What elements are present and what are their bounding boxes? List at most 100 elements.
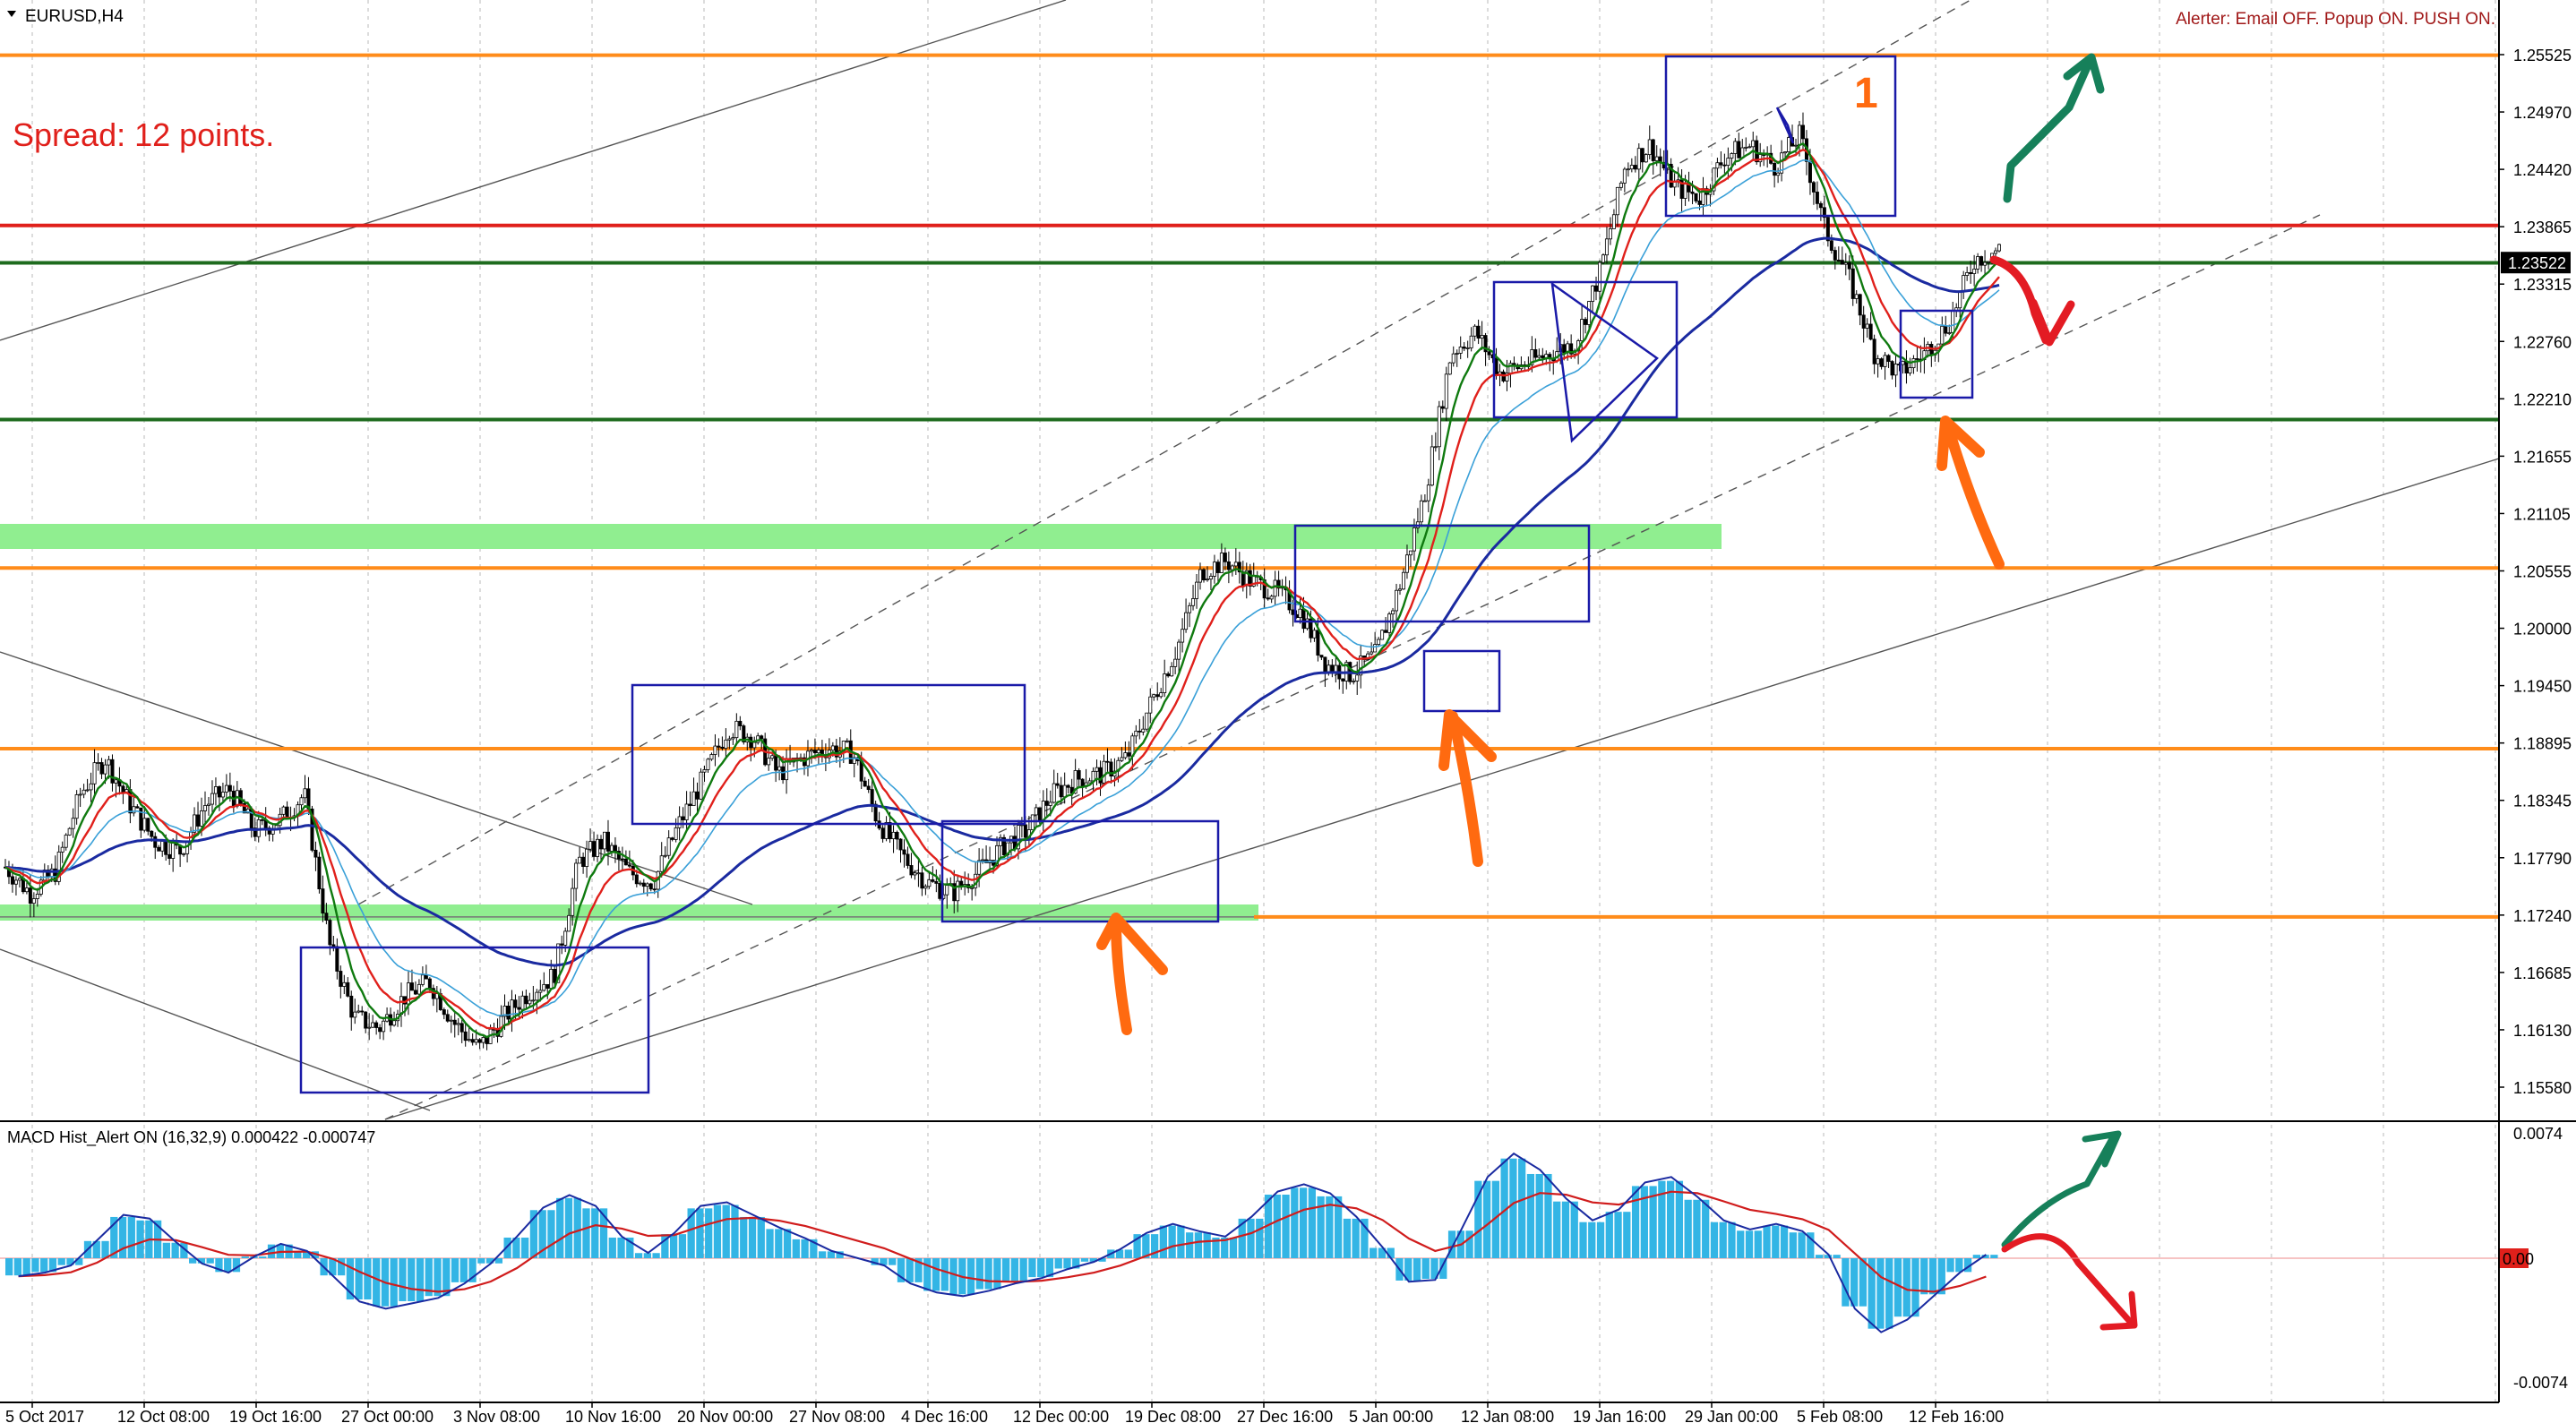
macd-bar bbox=[1990, 1255, 1998, 1258]
candle-body bbox=[1818, 202, 1823, 209]
macd-bar bbox=[1482, 1180, 1491, 1258]
candle-body bbox=[202, 805, 207, 811]
candle-body bbox=[674, 827, 678, 840]
macd-bar bbox=[1955, 1258, 1963, 1273]
candle-body bbox=[1437, 406, 1441, 448]
candle-body bbox=[335, 946, 339, 972]
candle-body bbox=[1604, 238, 1609, 256]
trendline-descending-bottom bbox=[0, 948, 431, 1111]
candle-body bbox=[1944, 325, 1948, 334]
candle-body bbox=[596, 838, 600, 857]
macd-bar bbox=[1605, 1212, 1613, 1258]
candle-body bbox=[328, 920, 332, 946]
candle-body bbox=[467, 1039, 471, 1042]
macd-bar bbox=[1798, 1232, 1806, 1258]
candle-body bbox=[510, 999, 514, 1020]
macd-bar bbox=[451, 1258, 459, 1282]
candle-body bbox=[416, 983, 421, 995]
candle-body bbox=[1629, 165, 1634, 170]
candle-body bbox=[1994, 250, 1998, 254]
candle-body bbox=[1640, 148, 1644, 163]
candle-body bbox=[1840, 260, 1844, 265]
candle-body bbox=[470, 1039, 475, 1043]
candle-body bbox=[812, 750, 817, 754]
candle-body bbox=[1447, 362, 1452, 375]
candle-body bbox=[89, 783, 93, 791]
macd-bar bbox=[1264, 1195, 1273, 1258]
candle-body bbox=[1473, 325, 1477, 337]
annotation-arrows bbox=[1096, 53, 2138, 1331]
macd-bar bbox=[556, 1197, 564, 1258]
candle-body bbox=[1879, 358, 1884, 367]
candle-body bbox=[1465, 347, 1470, 349]
candle-body bbox=[103, 764, 107, 775]
macd-bar bbox=[1763, 1225, 1771, 1258]
candle-body bbox=[652, 888, 657, 891]
candle-body bbox=[623, 858, 628, 866]
candle-body bbox=[1654, 156, 1659, 161]
candle-body bbox=[884, 822, 889, 839]
candle-body bbox=[267, 827, 271, 835]
candle-body bbox=[424, 974, 428, 980]
macd-bar bbox=[1859, 1258, 1868, 1307]
candle-body bbox=[17, 878, 21, 881]
chevron-down-icon[interactable] bbox=[7, 11, 16, 17]
candle-body bbox=[281, 806, 286, 815]
macd-bar bbox=[757, 1216, 765, 1258]
candle-body bbox=[331, 944, 336, 947]
candle-body bbox=[1747, 146, 1752, 149]
macd-bar bbox=[267, 1244, 276, 1258]
macd-bar bbox=[923, 1258, 932, 1291]
candle-body bbox=[24, 887, 29, 893]
macd-bar bbox=[1868, 1258, 1876, 1329]
macd-bar bbox=[1893, 1258, 1902, 1317]
candle-body bbox=[938, 883, 942, 899]
time-tick-label: 19 Oct 16:00 bbox=[229, 1408, 322, 1423]
box-number-label: 1 bbox=[1854, 70, 1878, 117]
candle-body bbox=[713, 745, 717, 755]
candle-body bbox=[517, 1007, 521, 1010]
macd-bar bbox=[355, 1258, 363, 1300]
candle-body bbox=[1173, 658, 1178, 667]
macd-bar bbox=[31, 1258, 39, 1273]
macd-label: MACD Hist_Alert ON (16,32,9) 0.000422 -0… bbox=[7, 1128, 375, 1147]
candle-body bbox=[1001, 836, 1006, 856]
pattern-box-7 bbox=[1899, 309, 1974, 399]
macd-bar bbox=[1273, 1195, 1281, 1258]
macd-bar bbox=[932, 1258, 940, 1291]
candle-body bbox=[413, 990, 417, 995]
candle-body bbox=[303, 788, 307, 799]
candle-body bbox=[1969, 271, 1973, 274]
macd-bar bbox=[1780, 1225, 1789, 1258]
macd-bar bbox=[940, 1258, 949, 1291]
macd-bar bbox=[1098, 1258, 1106, 1262]
candle-body bbox=[1587, 301, 1592, 325]
macd-bar bbox=[494, 1258, 502, 1264]
candle-body bbox=[952, 883, 957, 902]
candle-body bbox=[535, 991, 539, 1001]
candle-body bbox=[1972, 269, 1977, 274]
price-tick-label: 1.23865 bbox=[2513, 219, 2572, 236]
candle-body bbox=[809, 750, 813, 752]
macd-bar bbox=[1474, 1180, 1482, 1258]
candle-body bbox=[863, 780, 867, 787]
macd-bar bbox=[1413, 1258, 1421, 1281]
macd-bar bbox=[1631, 1186, 1640, 1258]
macd-bar bbox=[1693, 1199, 1701, 1258]
macd-bar bbox=[373, 1258, 381, 1307]
candle-body bbox=[321, 888, 325, 914]
price-tick-label: 1.21655 bbox=[2513, 448, 2572, 466]
candle-body bbox=[1440, 406, 1445, 409]
candle-body bbox=[364, 1011, 368, 1029]
candle-body bbox=[1184, 612, 1189, 630]
candle-body bbox=[1408, 550, 1413, 556]
macd-bar bbox=[1142, 1234, 1150, 1258]
candle-body bbox=[1023, 824, 1027, 838]
candle-body bbox=[913, 872, 917, 876]
macd-bar bbox=[1937, 1258, 1945, 1295]
candle-body bbox=[1188, 604, 1192, 613]
macd-bar bbox=[215, 1258, 223, 1273]
